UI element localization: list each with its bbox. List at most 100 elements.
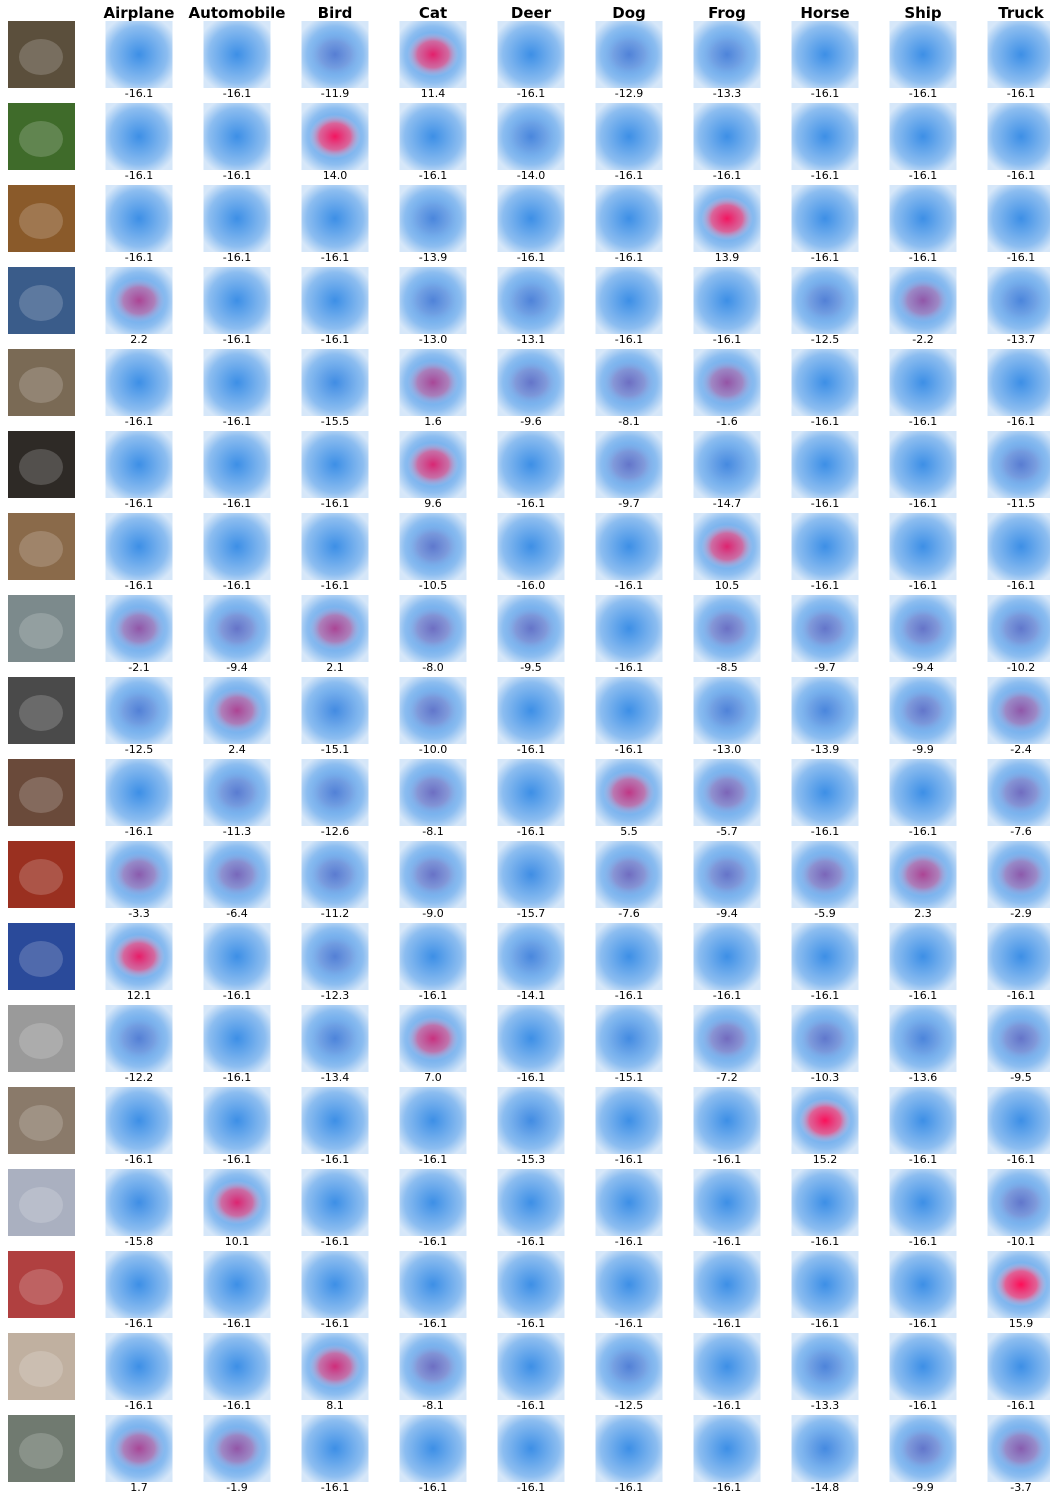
input-image-object xyxy=(19,1187,63,1223)
column-header: Frog xyxy=(708,4,746,22)
score-label: -1.9 xyxy=(226,1481,247,1493)
attribution-hotspot xyxy=(701,197,753,241)
attribution-hotspot xyxy=(309,33,361,77)
score-label: -16.1 xyxy=(419,1481,447,1493)
score-label: -16.1 xyxy=(811,989,839,1002)
score-label: -9.9 xyxy=(912,1481,933,1493)
score-label: -16.1 xyxy=(517,251,545,264)
score-label: -16.1 xyxy=(125,251,153,264)
score-label: -16.1 xyxy=(223,1399,251,1412)
score-label: -16.1 xyxy=(125,87,153,100)
input-image-object xyxy=(19,613,63,649)
column-header: Airplane xyxy=(103,4,174,22)
attribution-hotspot xyxy=(701,771,753,815)
score-label: -14.7 xyxy=(713,497,741,510)
score-label: -10.5 xyxy=(419,579,447,592)
score-label: -10.2 xyxy=(1007,661,1035,674)
score-label: -15.1 xyxy=(615,1071,643,1084)
attribution-hotspot xyxy=(701,33,753,77)
score-label: -13.9 xyxy=(419,251,447,264)
score-label: -16.1 xyxy=(223,251,251,264)
score-label: -16.1 xyxy=(223,1071,251,1084)
column-header: Truck xyxy=(998,4,1045,22)
attribution-hotspot xyxy=(407,1345,459,1389)
attribution-hotspot xyxy=(407,279,459,323)
score-label: -16.1 xyxy=(1007,989,1035,1002)
score-label: -10.0 xyxy=(419,743,447,756)
score-label: -16.1 xyxy=(223,579,251,592)
score-label: -13.3 xyxy=(713,87,741,100)
score-label: -3.3 xyxy=(128,907,149,920)
score-label: -16.1 xyxy=(321,497,349,510)
score-label: -9.9 xyxy=(912,743,933,756)
score-label: -16.1 xyxy=(419,1317,447,1330)
attribution-hotspot xyxy=(799,1345,851,1389)
score-label: -10.1 xyxy=(1007,1235,1035,1248)
score-label: -16.1 xyxy=(1007,415,1035,428)
attribution-hotspot xyxy=(407,197,459,241)
input-image-object xyxy=(19,531,63,567)
score-label: -2.1 xyxy=(128,661,149,674)
score-label: -5.9 xyxy=(814,907,835,920)
score-label: 1.6 xyxy=(424,415,442,428)
attribution-hotspot xyxy=(799,279,851,323)
input-image-object xyxy=(19,1023,63,1059)
score-label: -16.1 xyxy=(321,251,349,264)
score-label: -13.9 xyxy=(811,743,839,756)
score-label: -16.1 xyxy=(517,1399,545,1412)
attribution-hotspot xyxy=(603,771,655,815)
score-label: -15.7 xyxy=(517,907,545,920)
score-label: -16.1 xyxy=(223,333,251,346)
attribution-hotspot xyxy=(799,1099,851,1143)
score-label: -9.4 xyxy=(716,907,737,920)
score-label: -1.6 xyxy=(716,415,737,428)
score-label: -16.1 xyxy=(909,251,937,264)
score-label: 15.2 xyxy=(813,1153,838,1166)
attribution-hotspot xyxy=(799,1427,851,1471)
score-label: -16.1 xyxy=(223,1153,251,1166)
attribution-hotspot xyxy=(211,689,263,733)
score-label: -16.1 xyxy=(811,497,839,510)
attribution-hotspot xyxy=(995,607,1047,651)
attribution-hotspot xyxy=(309,771,361,815)
score-label: -16.1 xyxy=(811,251,839,264)
attribution-hotspot xyxy=(603,443,655,487)
score-label: -13.1 xyxy=(517,333,545,346)
attribution-hotspot xyxy=(113,279,165,323)
attribution-hotspot xyxy=(995,1017,1047,1061)
input-image-object xyxy=(19,367,63,403)
attribution-hotspot xyxy=(799,689,851,733)
input-image-object xyxy=(19,39,63,75)
score-label: -14.8 xyxy=(811,1481,839,1493)
score-label: -9.6 xyxy=(520,415,541,428)
attribution-hotspot xyxy=(113,935,165,979)
score-label: -16.1 xyxy=(811,579,839,592)
score-label: -16.1 xyxy=(517,1071,545,1084)
score-label: -16.1 xyxy=(909,825,937,838)
attribution-hotspot xyxy=(701,525,753,569)
score-label: -16.1 xyxy=(909,415,937,428)
attribution-hotspot xyxy=(995,1181,1047,1225)
attribution-hotspot xyxy=(995,853,1047,897)
attribution-hotspot xyxy=(309,115,361,159)
attribution-hotspot xyxy=(113,853,165,897)
score-label: -16.1 xyxy=(321,1481,349,1493)
attribution-hotspot xyxy=(995,1263,1047,1307)
score-label: 5.5 xyxy=(620,825,638,838)
input-image-object xyxy=(19,121,63,157)
attribution-hotspot xyxy=(113,1181,165,1225)
attribution-hotspot xyxy=(113,607,165,651)
score-label: -16.1 xyxy=(713,1481,741,1493)
score-label: -11.5 xyxy=(1007,497,1035,510)
score-label: -16.1 xyxy=(517,497,545,510)
score-label: -16.1 xyxy=(615,579,643,592)
score-label: -16.1 xyxy=(125,1317,153,1330)
score-label: -9.7 xyxy=(814,661,835,674)
score-label: 12.1 xyxy=(127,989,152,1002)
column-header: Automobile xyxy=(189,4,286,22)
score-label: -16.1 xyxy=(811,169,839,182)
attribution-hotspot xyxy=(505,1099,557,1143)
score-label: -12.5 xyxy=(811,333,839,346)
attribution-hotspot xyxy=(799,853,851,897)
score-label: -16.1 xyxy=(615,1317,643,1330)
